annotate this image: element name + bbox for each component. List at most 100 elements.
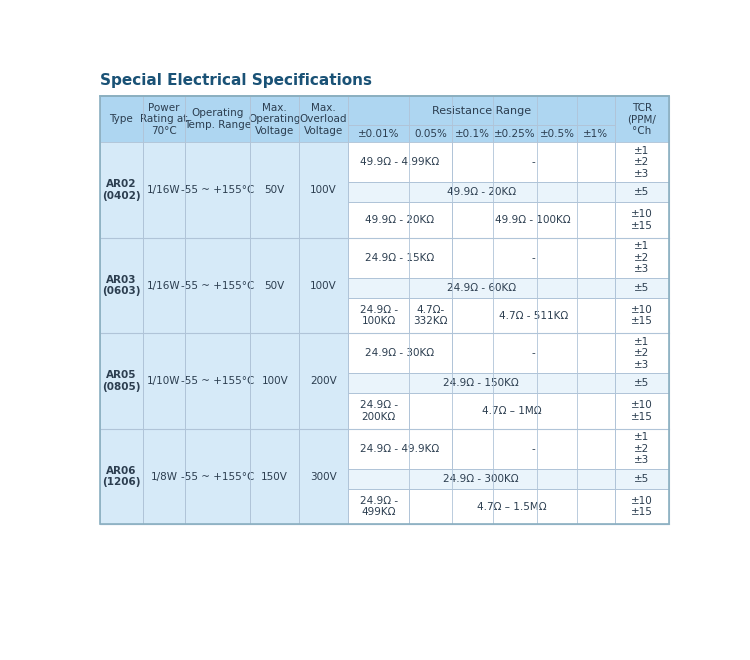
Bar	[537, 374, 578, 393]
Bar	[410, 489, 452, 524]
Bar	[348, 469, 614, 489]
Text: -: -	[531, 348, 535, 358]
Text: AR05
(0805): AR05 (0805)	[102, 370, 140, 392]
Bar	[251, 429, 299, 524]
Bar	[251, 143, 299, 238]
Bar	[348, 469, 410, 489]
Bar	[142, 333, 185, 429]
Text: 100V: 100V	[310, 185, 337, 195]
Bar	[493, 143, 537, 182]
Bar	[452, 182, 493, 203]
Bar	[614, 143, 669, 182]
Bar	[493, 469, 537, 489]
Text: 1/8W: 1/8W	[151, 471, 178, 482]
Bar	[537, 489, 578, 524]
Bar	[452, 203, 614, 238]
Bar	[251, 333, 299, 429]
Bar	[614, 429, 669, 469]
Text: ±5: ±5	[634, 474, 650, 484]
Text: -55 ~ +155°C: -55 ~ +155°C	[181, 185, 254, 195]
Bar	[537, 238, 578, 278]
Bar	[614, 489, 669, 524]
Bar	[452, 278, 493, 298]
Bar	[537, 125, 578, 143]
Text: AR03
(0603): AR03 (0603)	[102, 275, 140, 296]
Bar	[578, 125, 614, 143]
Bar	[185, 96, 250, 143]
Bar	[348, 393, 410, 429]
Bar	[452, 143, 493, 182]
Text: 24.9Ω - 300KΩ: 24.9Ω - 300KΩ	[443, 474, 519, 484]
Text: AR02
(0402): AR02 (0402)	[102, 180, 140, 201]
Bar	[493, 489, 537, 524]
Bar	[410, 298, 452, 333]
Bar	[614, 393, 669, 429]
Bar	[410, 393, 614, 429]
Bar	[452, 298, 614, 333]
Text: 4.7Ω - 511KΩ: 4.7Ω - 511KΩ	[499, 311, 568, 321]
Text: ±0.01%: ±0.01%	[358, 129, 399, 139]
Bar	[493, 393, 537, 429]
Bar	[100, 333, 142, 429]
Text: ±1
±2
±3: ±1 ±2 ±3	[634, 242, 650, 275]
Text: 300V: 300V	[310, 471, 337, 482]
Text: 24.9Ω -
200KΩ: 24.9Ω - 200KΩ	[359, 400, 398, 422]
Text: 24.9Ω -
499KΩ: 24.9Ω - 499KΩ	[359, 496, 398, 517]
Bar	[614, 333, 669, 374]
Bar	[142, 143, 185, 238]
Bar	[348, 298, 410, 333]
Text: Max.
Operating
Voltage: Max. Operating Voltage	[248, 103, 301, 136]
Bar	[614, 203, 669, 238]
Bar	[578, 489, 614, 524]
Text: -55 ~ +155°C: -55 ~ +155°C	[181, 471, 254, 482]
Text: 100V: 100V	[261, 376, 288, 386]
Bar	[410, 125, 452, 143]
Text: 49.9Ω - 20KΩ: 49.9Ω - 20KΩ	[365, 215, 434, 225]
Text: Operating
Temp. Range: Operating Temp. Range	[184, 108, 251, 130]
Bar	[410, 469, 452, 489]
Text: 24.9Ω -
100KΩ: 24.9Ω - 100KΩ	[359, 305, 398, 327]
Bar	[537, 393, 578, 429]
Bar	[185, 333, 250, 429]
Bar	[100, 96, 669, 524]
Bar	[348, 429, 410, 469]
Text: 1/10W: 1/10W	[147, 376, 181, 386]
Bar	[348, 489, 410, 524]
Bar	[578, 238, 614, 278]
Bar	[578, 182, 614, 203]
Bar	[493, 238, 537, 278]
Bar	[614, 298, 669, 333]
Bar	[348, 278, 614, 298]
Bar	[299, 96, 348, 143]
Text: 49.9Ω - 20KΩ: 49.9Ω - 20KΩ	[447, 187, 516, 197]
Bar	[348, 182, 410, 203]
Text: ±5: ±5	[634, 378, 650, 388]
Text: 4.7Ω-
332KΩ: 4.7Ω- 332KΩ	[413, 305, 448, 327]
Text: 24.9Ω - 60KΩ: 24.9Ω - 60KΩ	[447, 283, 516, 293]
Bar	[348, 182, 614, 203]
Text: ±10
±15: ±10 ±15	[631, 209, 652, 231]
Bar	[142, 238, 185, 333]
Bar	[537, 469, 578, 489]
Bar	[452, 203, 493, 238]
Text: 1/16W: 1/16W	[147, 185, 181, 195]
Bar	[452, 429, 614, 469]
Bar	[578, 374, 614, 393]
Bar	[348, 393, 410, 429]
Text: 4.7Ω – 1MΩ: 4.7Ω – 1MΩ	[482, 406, 542, 416]
Bar	[578, 333, 614, 374]
Text: Resistance Range: Resistance Range	[432, 106, 531, 116]
Bar	[537, 333, 578, 374]
Bar	[410, 238, 452, 278]
Bar	[452, 489, 493, 524]
Bar	[493, 298, 537, 333]
Bar	[452, 143, 614, 182]
Bar	[452, 125, 493, 143]
Text: ±1
±2
±3: ±1 ±2 ±3	[634, 337, 650, 370]
Text: Power
Rating at
70°C: Power Rating at 70°C	[140, 103, 188, 136]
Text: ±10
±15: ±10 ±15	[631, 400, 652, 422]
Bar	[410, 143, 452, 182]
Bar	[452, 469, 493, 489]
Bar	[578, 429, 614, 469]
Bar	[348, 203, 410, 238]
